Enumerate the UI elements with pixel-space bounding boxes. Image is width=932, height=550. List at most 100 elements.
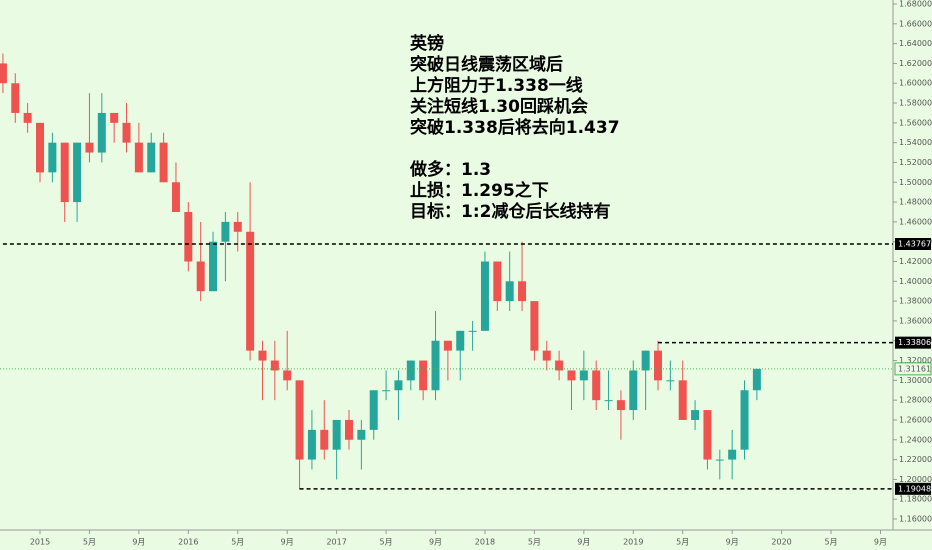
y-tick-label: 1.48000 xyxy=(899,198,932,207)
candle-body xyxy=(110,112,119,123)
candle-body xyxy=(654,350,662,381)
candle-body xyxy=(629,370,638,411)
candle-body xyxy=(406,360,415,381)
candle-body xyxy=(307,429,316,460)
candle-body xyxy=(0,63,7,84)
candle-body xyxy=(505,281,514,302)
candle-body xyxy=(728,449,737,460)
candle-body xyxy=(691,410,700,420)
y-tick-label: 1.52000 xyxy=(899,158,932,167)
candle-body xyxy=(184,211,193,262)
x-tick-label: 9月 xyxy=(726,538,739,547)
candle-body xyxy=(456,330,465,351)
candle-body xyxy=(345,419,353,440)
level-label: 1.33806 xyxy=(898,338,931,347)
y-tick-label: 1.46000 xyxy=(899,217,932,226)
candle-body xyxy=(480,261,489,331)
x-tick-label: 2016 xyxy=(178,538,198,547)
candle-body xyxy=(209,241,218,292)
x-tick-label: 5月 xyxy=(824,538,837,547)
x-tick-label: 2020 xyxy=(771,538,791,547)
y-tick-label: 1.26000 xyxy=(899,415,932,424)
y-tick-label: 1.54000 xyxy=(899,138,932,147)
plan-line: 目标：1:2减仓后长线持有 xyxy=(410,201,610,222)
x-tick-label: 5月 xyxy=(528,538,541,547)
level-label-box xyxy=(895,482,931,495)
candle-body xyxy=(11,83,20,113)
y-tick-label: 1.38000 xyxy=(899,297,932,306)
annotation-line: 英镑 xyxy=(410,33,444,54)
y-tick-label: 1.22000 xyxy=(899,455,932,464)
candle-body xyxy=(394,380,403,391)
y-tick-label: 1.50000 xyxy=(899,178,932,187)
x-tick-label: 2018 xyxy=(475,538,495,547)
level-label-box xyxy=(895,336,931,349)
candle-body xyxy=(579,370,588,381)
candle-body xyxy=(666,380,675,382)
candle-body xyxy=(740,390,749,450)
candle-body xyxy=(159,142,168,183)
candle-body xyxy=(369,390,378,430)
annotation-line: 突破日线震荡区域后 xyxy=(410,54,563,75)
x-tick-label: 5月 xyxy=(676,538,689,547)
y-tick-label: 1.16000 xyxy=(899,515,932,524)
last-price-box xyxy=(894,362,932,376)
x-tick-label: 5月 xyxy=(380,538,393,547)
candle-body xyxy=(616,400,625,411)
candle-body xyxy=(233,221,242,232)
candle-body xyxy=(246,231,255,351)
x-tick-label: 5月 xyxy=(231,538,244,547)
x-tick-label: 2015 xyxy=(30,538,50,547)
plan-line: 止损：1.295之下 xyxy=(410,180,549,201)
y-tick-label: 1.40000 xyxy=(899,277,932,286)
candle-body xyxy=(431,340,440,391)
candle-body xyxy=(85,142,94,153)
y-tick-label: 1.58000 xyxy=(899,99,932,108)
candle-body xyxy=(382,390,391,392)
candle-body xyxy=(320,429,329,450)
candle-body xyxy=(604,400,613,402)
candle-body xyxy=(678,380,687,420)
candle-body xyxy=(221,221,230,242)
candle-body xyxy=(443,340,452,351)
y-tick-label: 1.24000 xyxy=(899,435,932,444)
y-tick-label: 1.60000 xyxy=(899,79,932,88)
candle-body xyxy=(468,330,477,332)
annotation-line: 上方阻力于1.338一线 xyxy=(410,75,583,96)
candle-body xyxy=(196,261,205,292)
candle-body xyxy=(641,350,650,371)
y-tick-label: 1.64000 xyxy=(899,39,932,48)
candle-body xyxy=(567,370,576,381)
y-tick-label: 1.28000 xyxy=(899,396,932,405)
x-tick-label: 9月 xyxy=(429,538,442,547)
candle-body xyxy=(530,301,539,351)
x-tick-label: 9月 xyxy=(132,538,145,547)
candle-body xyxy=(332,419,341,450)
plan-line: 做多：1.3 xyxy=(409,159,491,180)
y-tick-label: 1.20000 xyxy=(899,475,932,484)
x-tick-label: 2019 xyxy=(623,538,643,547)
candle-body xyxy=(36,122,44,173)
candle-body xyxy=(134,142,143,173)
candle-body xyxy=(48,142,57,173)
candle-body xyxy=(592,370,601,401)
candle-body xyxy=(419,360,428,391)
candle-body xyxy=(357,429,366,440)
candle-body xyxy=(555,360,564,371)
candle-body xyxy=(60,142,69,203)
y-tick-label: 1.18000 xyxy=(899,495,932,504)
candle-body xyxy=(73,142,82,203)
last-price-label: 1.31161 xyxy=(898,364,931,373)
candle-body xyxy=(97,112,106,153)
level-label: 1.43767 xyxy=(898,239,931,248)
candle-body xyxy=(542,350,551,361)
y-tick-label: 1.56000 xyxy=(899,118,932,127)
x-tick-label: 2017 xyxy=(326,538,346,547)
candle-body xyxy=(270,360,279,371)
y-tick-label: 1.32000 xyxy=(899,356,932,365)
y-tick-label: 1.36000 xyxy=(899,316,932,325)
candle-body xyxy=(493,261,502,302)
candle-body xyxy=(258,350,267,361)
y-tick-label: 1.30000 xyxy=(899,376,932,385)
